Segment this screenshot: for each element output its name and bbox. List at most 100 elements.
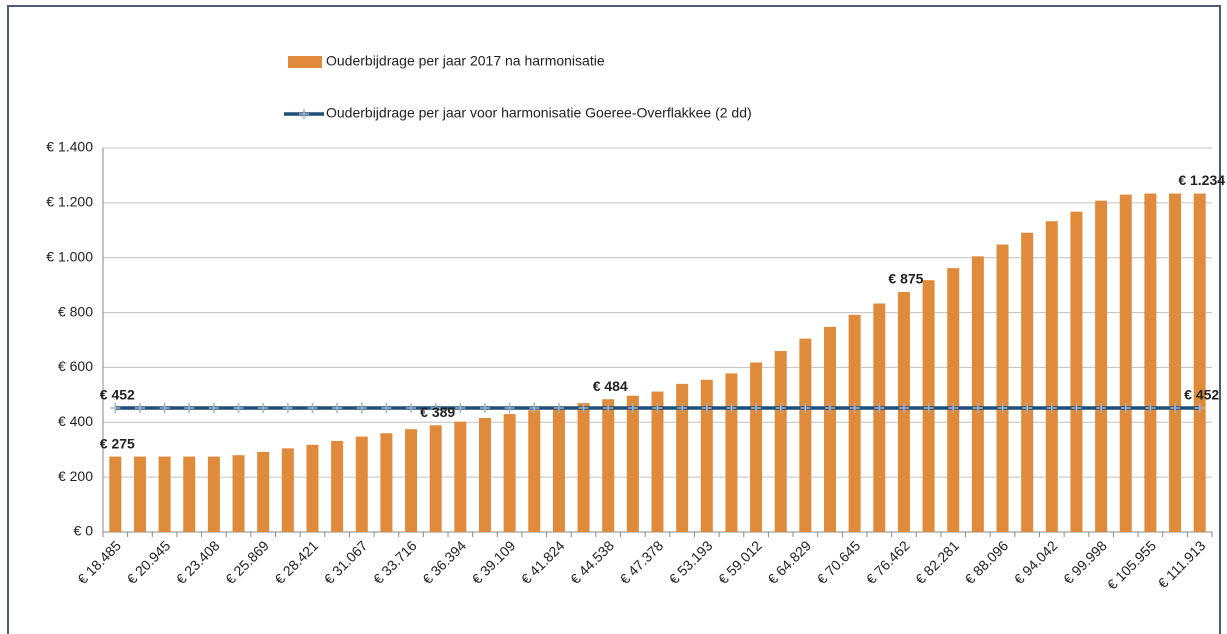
- bar: [405, 429, 418, 532]
- y-tick-label: € 1.000: [46, 248, 93, 264]
- legend-swatch: [288, 56, 322, 68]
- bar: [750, 362, 763, 532]
- line-marker: [208, 403, 219, 414]
- bar: [528, 410, 541, 532]
- bar: [133, 456, 146, 532]
- bar: [626, 395, 639, 532]
- bar: [1070, 211, 1083, 533]
- bar: [306, 444, 319, 532]
- bar: [996, 244, 1009, 532]
- line-marker: [923, 403, 934, 414]
- line-marker: [1071, 403, 1082, 414]
- line-marker: [455, 403, 466, 414]
- line-marker: [701, 403, 712, 414]
- line-marker: [332, 403, 343, 414]
- y-tick-label: € 1.200: [46, 194, 93, 210]
- line-marker: [652, 403, 663, 414]
- bar: [1021, 232, 1034, 533]
- line-marker: [184, 403, 195, 414]
- chart-frame: [7, 5, 1221, 634]
- data-label: € 452: [1184, 387, 1219, 403]
- bar: [602, 399, 615, 532]
- y-tick-label: € 1.400: [46, 139, 93, 155]
- bar: [947, 268, 960, 532]
- data-label: € 1.234: [1178, 172, 1225, 188]
- line-marker: [233, 403, 244, 414]
- line-marker: [825, 403, 836, 414]
- bar: [380, 433, 393, 532]
- bar: [824, 326, 837, 532]
- line-marker: [849, 403, 860, 414]
- bar: [1144, 193, 1157, 532]
- data-label: € 452: [100, 387, 135, 403]
- bar: [774, 350, 787, 532]
- bar: [109, 456, 122, 532]
- bar: [183, 456, 196, 532]
- bar: [1169, 193, 1182, 532]
- bar: [281, 448, 294, 532]
- bar: [1193, 193, 1206, 532]
- line-marker: [553, 403, 564, 414]
- line-marker: [627, 403, 638, 414]
- line-marker: [110, 403, 121, 414]
- bar: [577, 403, 590, 532]
- data-label: € 275: [100, 435, 135, 451]
- bar: [1119, 194, 1132, 532]
- bar: [1045, 221, 1058, 532]
- bar: [651, 391, 664, 532]
- y-tick-label: € 400: [58, 413, 93, 429]
- line-marker: [1170, 403, 1181, 414]
- y-tick-label: € 800: [58, 303, 93, 319]
- legend-label: Ouderbijdrage per jaar voor harmonisatie…: [326, 105, 752, 121]
- bar: [454, 421, 467, 532]
- line-marker: [948, 403, 959, 414]
- bar: [355, 436, 368, 532]
- line-marker: [282, 403, 293, 414]
- line-marker: [430, 403, 441, 414]
- bar: [971, 256, 984, 532]
- line-marker: [751, 403, 762, 414]
- bar: [257, 451, 270, 532]
- line-marker: [479, 403, 490, 414]
- bar: [503, 414, 516, 532]
- data-label: € 389: [420, 404, 455, 420]
- bar: [676, 383, 689, 532]
- bar: [429, 425, 442, 532]
- y-tick-label: € 200: [58, 468, 93, 484]
- bar: [799, 338, 812, 532]
- bar: [478, 417, 491, 532]
- line-marker: [1120, 403, 1131, 414]
- line-marker: [1046, 403, 1057, 414]
- line-marker: [997, 403, 1008, 414]
- line-marker: [529, 403, 540, 414]
- line-marker: [972, 403, 983, 414]
- line-marker: [134, 403, 145, 414]
- line-marker: [356, 403, 367, 414]
- legend-marker: [299, 109, 309, 119]
- data-label: € 875: [888, 271, 923, 287]
- line-marker: [800, 403, 811, 414]
- line-marker: [406, 403, 417, 414]
- bar: [1095, 200, 1108, 533]
- bar: [331, 440, 344, 532]
- line-marker: [1145, 403, 1156, 414]
- line-marker: [504, 403, 515, 414]
- line-marker: [159, 403, 170, 414]
- bar: [158, 456, 171, 532]
- bar: [552, 406, 565, 532]
- line-marker: [898, 403, 909, 414]
- bar: [700, 379, 713, 532]
- bar: [207, 456, 220, 532]
- bar: [873, 303, 886, 532]
- y-tick-label: € 0: [74, 523, 94, 539]
- data-label: € 484: [593, 378, 628, 394]
- line-marker: [726, 403, 737, 414]
- bar: [848, 314, 861, 532]
- line-marker: [775, 403, 786, 414]
- line-marker: [578, 403, 589, 414]
- line-marker: [1096, 403, 1107, 414]
- line-marker: [1022, 403, 1033, 414]
- legend-label: Ouderbijdrage per jaar 2017 na harmonisa…: [326, 53, 605, 69]
- line-marker: [677, 403, 688, 414]
- y-tick-label: € 600: [58, 358, 93, 374]
